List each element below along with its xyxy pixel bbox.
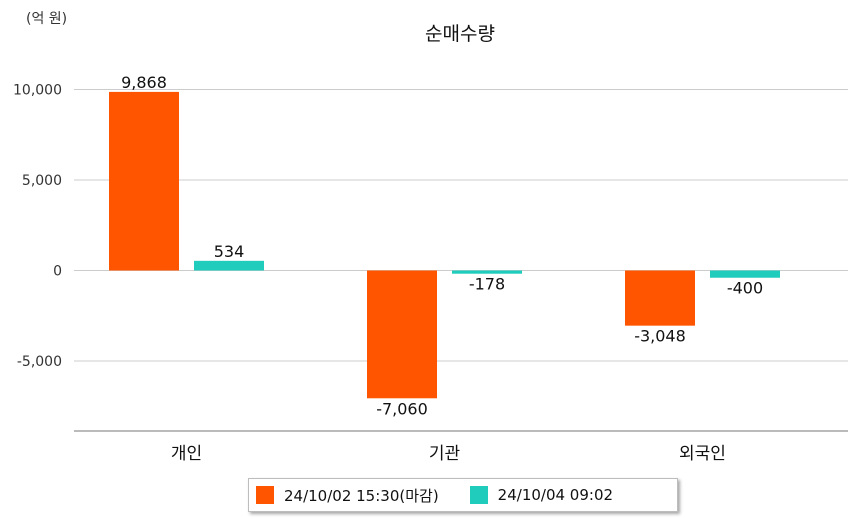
chart-title: 순매수량 [425,23,495,45]
bar [625,270,695,326]
bar [710,270,780,278]
y-tick-label: 5,000 [22,173,62,189]
legend-item-series-2[interactable]: 24/10/04 09:02 [469,486,614,504]
y-tick-label: -5,000 [17,354,62,370]
legend-swatch-series-1 [256,486,274,504]
y-tick-label: 10,000 [13,83,62,99]
x-tick-label: 개인 [171,444,202,464]
data-label: -400 [727,279,763,298]
unit-label: (억 원) [26,11,68,27]
legend-item-series-1[interactable]: 24/10/02 15:30(마감) [256,485,439,506]
x-tick-label: 외국인 [679,444,726,464]
y-tick-label: 0 [53,264,62,280]
data-label: -3,048 [634,327,686,346]
legend-label-series-1: 24/10/02 15:30(마감) [284,486,439,505]
legend-label-series-2: 24/10/04 09:02 [497,486,614,504]
data-label: -178 [469,275,505,294]
bar [194,260,264,271]
legend: 24/10/02 15:30(마감) 24/10/04 09:02 [248,478,678,512]
data-label: -7,060 [376,399,428,418]
legend-swatch-series-2 [469,486,488,504]
x-tick-label: 기관 [429,444,460,464]
bar [109,91,179,271]
bar [367,270,437,399]
data-label: 534 [214,242,245,261]
bar [452,270,522,274]
data-label: 9,868 [121,73,167,92]
